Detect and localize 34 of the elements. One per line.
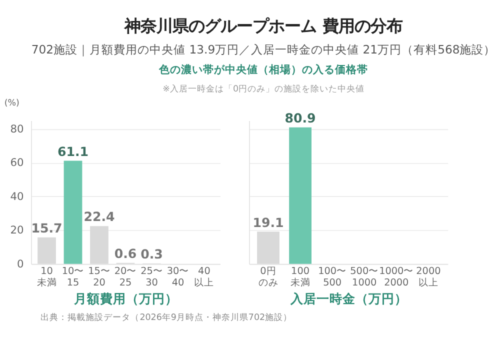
x-tick-label: 15〜20 — [88, 266, 110, 289]
x-tick-label: 40以上 — [194, 266, 214, 289]
data-label: 0.6 — [114, 246, 137, 262]
data-label: 80.9 — [284, 110, 316, 126]
x-tick-label: 0円のみ — [258, 266, 278, 289]
x-tick-label: 10未満 — [36, 266, 57, 289]
text: 色の濃い帯が中央値（相場）の入る価格帯 — [158, 62, 368, 76]
y-tick-label: 0 — [16, 257, 24, 270]
y-tick-label: 60 — [10, 156, 24, 170]
x-axis-title: 入居一時金（万円） — [289, 291, 408, 306]
x-tick-label: 30〜40 — [166, 266, 190, 289]
data-label: 61.1 — [57, 144, 89, 159]
x-tick-label: 2000以上 — [416, 266, 441, 289]
x-tick-label: 25〜30 — [140, 266, 163, 289]
x-tick-label: 500〜1000 — [350, 266, 379, 289]
data-label: 22.4 — [84, 209, 115, 224]
bar — [64, 160, 82, 264]
x-tick-label: 100〜500 — [318, 266, 347, 289]
x-axis-title: 月額費用（万円） — [72, 291, 178, 306]
y-axis-title: (%) — [4, 98, 20, 108]
data-label: 19.1 — [252, 214, 284, 230]
x-tick-label: 1000〜2000 — [379, 266, 414, 289]
x-tick-label: 100未満 — [290, 266, 310, 289]
y-tick-label: 20 — [10, 224, 24, 237]
x-tick-label: 20〜25 — [114, 266, 137, 289]
text: 702施設｜月額費用の中央値 13.9万円／入居一時金の中央値 21万円（有料568施設） — [31, 42, 496, 57]
text: ※入居一時金は「0円のみ」の施設を除いた中央値 — [162, 83, 364, 94]
x-tick-label: 10〜15 — [62, 266, 84, 289]
source-note: 出典：掲載施設データ（2026年9月時点・神奈川県702施設） — [40, 312, 292, 324]
y-tick-label: 40 — [10, 190, 24, 203]
y-tick-label: 80 — [10, 122, 24, 136]
data-label: 15.7 — [31, 220, 62, 236]
text: 神奈川県のグループホーム 費用の分布 — [124, 16, 402, 36]
data-label: 0.3 — [140, 246, 163, 262]
